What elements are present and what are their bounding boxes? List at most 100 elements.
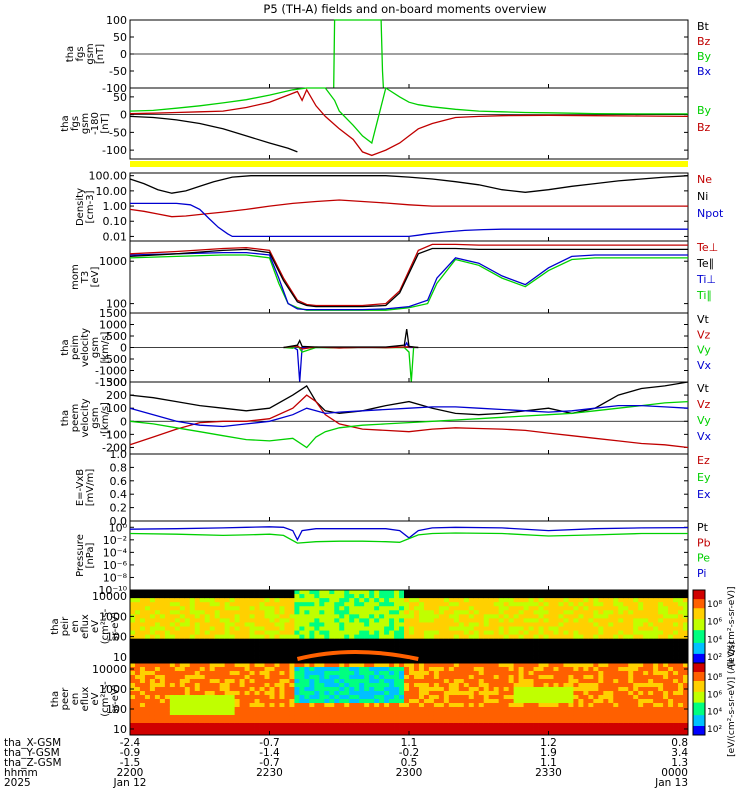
- spectrogram-cell: [648, 671, 654, 676]
- spectrogram-cell: [364, 687, 370, 692]
- spectrogram-cell: [249, 606, 255, 611]
- spectrogram-cell: [593, 679, 599, 684]
- spectrogram-cell: [493, 622, 500, 627]
- spectrogram-cell: [169, 614, 176, 619]
- spectrogram-cell: [553, 699, 559, 704]
- spectrogram-cell: [643, 626, 649, 631]
- spectrogram-cell: [254, 646, 260, 652]
- spectrogram-cell: [533, 679, 539, 684]
- spectrogram-cell: [553, 703, 559, 708]
- spectrogram-cell: [593, 618, 599, 623]
- spectrogram-cell: [334, 719, 340, 724]
- spectrogram-cell: [399, 626, 405, 631]
- spectrogram-cell: [478, 671, 485, 676]
- spectrogram-cell: [473, 675, 480, 680]
- spectrogram-cell: [194, 683, 201, 688]
- spectrogram-cell: [339, 711, 345, 716]
- spectrogram-cell: [364, 675, 370, 680]
- spectrogram-cell: [324, 691, 330, 696]
- spectrogram-cell: [349, 606, 355, 611]
- spectrogram-cell: [488, 642, 495, 648]
- spectrogram-cell: [428, 727, 435, 732]
- spectrogram-cell: [673, 630, 679, 636]
- spectrogram-cell: [174, 594, 181, 599]
- spectrogram-cell: [359, 727, 365, 732]
- spectrogram-cell: [204, 634, 211, 640]
- spectrogram-cell: [488, 598, 495, 603]
- spectrogram-cell: [578, 654, 584, 660]
- spectrogram-cell: [269, 634, 275, 640]
- spectrogram-cell: [229, 618, 236, 623]
- spectrogram-cell: [329, 703, 335, 708]
- spectrogram-cell: [149, 610, 156, 615]
- spectrogram-cell: [428, 675, 435, 680]
- spectrogram-cell: [324, 731, 330, 736]
- spectrogram-cell: [478, 719, 485, 724]
- spectrogram-cell: [543, 602, 549, 607]
- spectrogram-cell: [678, 699, 684, 704]
- spectrogram-cell: [174, 731, 181, 736]
- spectrogram-cell: [543, 646, 549, 652]
- temperature-ylabel: mom T3 [eV]: [70, 264, 101, 290]
- spectrogram-cell: [683, 622, 689, 627]
- spectrogram-cell: [169, 654, 176, 660]
- spectrogram-cell: [458, 598, 465, 603]
- spectrogram-cell: [364, 606, 370, 611]
- spectrogram-cell: [478, 667, 485, 672]
- spectrogram-cell: [139, 691, 146, 696]
- legend-label: Vx: [697, 359, 712, 372]
- spectrogram-cell: [264, 687, 270, 692]
- spectrogram-cell: [483, 723, 490, 728]
- spectrogram-cell: [593, 691, 599, 696]
- spectrogram-cell: [159, 719, 166, 724]
- spectrogram-cell: [543, 598, 549, 603]
- spectrogram-cell: [628, 723, 634, 728]
- spectrogram-cell: [663, 727, 669, 732]
- spectrogram-cell: [324, 594, 330, 599]
- spectrogram-cell: [548, 646, 554, 652]
- spectrogram-cell: [463, 703, 470, 708]
- spectrogram-cell: [284, 590, 290, 595]
- spectrogram-cell: [548, 727, 554, 732]
- colorbar-cell: [693, 713, 705, 716]
- spectrogram-cell: [199, 658, 206, 664]
- spectrogram-cell: [199, 687, 206, 692]
- spectrogram-cell: [678, 590, 684, 595]
- spectrogram-cell: [269, 683, 275, 688]
- spectrogram-cell: [468, 590, 475, 595]
- colorbar-cell: [693, 631, 705, 635]
- spectrogram-cell: [169, 683, 176, 688]
- spectrogram-cell: [418, 602, 425, 607]
- spectrogram-cell: [533, 719, 539, 724]
- spectrogram-cell: [399, 663, 405, 668]
- spectrogram-cell: [468, 695, 475, 700]
- spectrogram-cell: [443, 638, 450, 644]
- spectrogram-cell: [458, 707, 465, 712]
- spectrogram-cell: [488, 699, 495, 704]
- spectrogram-cell: [558, 598, 564, 603]
- spectrogram-cell: [229, 695, 236, 700]
- colorbar-cell: [693, 652, 705, 655]
- spectrogram-cell: [478, 675, 485, 680]
- spectrogram-cell: [364, 590, 370, 595]
- spectrogram-cell: [130, 610, 136, 615]
- spectrogram-cell: [159, 707, 166, 712]
- spectrogram-cell: [663, 646, 669, 652]
- spectrogram-cell: [259, 671, 265, 676]
- spectrogram-cell: [139, 683, 146, 688]
- spectrogram-cell: [523, 715, 529, 720]
- spectrogram-cell: [154, 671, 161, 676]
- spectrogram-cell: [448, 707, 455, 712]
- spectrogram-cell: [299, 703, 305, 708]
- spectrogram-cell: [379, 658, 385, 664]
- spectrogram-cell: [364, 711, 370, 716]
- spectrogram-cell: [134, 638, 141, 644]
- spectrogram-cell: [159, 667, 166, 672]
- spectrogram-cell: [653, 610, 659, 615]
- colorbar-cell: [693, 626, 705, 629]
- spectrogram-cell: [130, 642, 136, 648]
- y-tick-label: -200: [102, 441, 127, 454]
- spectrogram-cell: [483, 630, 490, 636]
- spectrogram-cell: [199, 630, 206, 636]
